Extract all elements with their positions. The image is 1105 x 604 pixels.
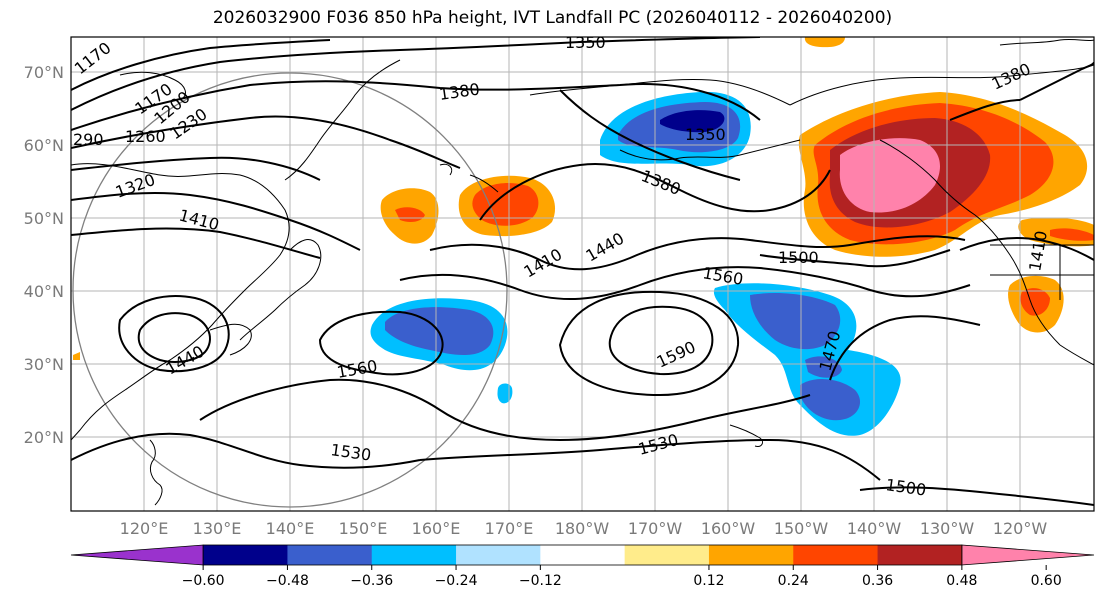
lat-label: 30°N bbox=[24, 355, 64, 374]
colorbar-tick-label: −0.12 bbox=[519, 573, 562, 589]
colorbar-tick-label: −0.60 bbox=[182, 573, 225, 589]
colorbar-bin bbox=[793, 545, 879, 565]
lon-label: 150°W bbox=[774, 519, 829, 538]
colorbar-tick-label: 0.12 bbox=[693, 573, 724, 589]
lat-label: 50°N bbox=[24, 209, 64, 228]
colorbar-bin bbox=[540, 545, 626, 565]
colorbar-bin bbox=[203, 545, 288, 565]
contour-label: 290 bbox=[73, 130, 104, 149]
figure-title: 2026032900 F036 850 hPa height, IVT Land… bbox=[212, 8, 893, 28]
colorbar-extend-min bbox=[70, 544, 204, 566]
lon-label: 180°W bbox=[555, 519, 610, 538]
range-ring bbox=[72, 72, 508, 508]
lon-label: 160°W bbox=[701, 519, 756, 538]
height-contours bbox=[71, 37, 1094, 506]
lon-label: 130°W bbox=[920, 519, 975, 538]
lon-label: 140°E bbox=[266, 519, 315, 538]
colorbar-tick-label: −0.36 bbox=[350, 573, 393, 589]
colorbar-bin bbox=[877, 545, 963, 565]
colorbar-bin bbox=[287, 545, 373, 565]
colorbar-tick-label: 0.48 bbox=[946, 573, 977, 589]
colorbar-bin bbox=[371, 545, 457, 565]
colorbar-bin bbox=[624, 545, 710, 565]
contour-label: 1350 bbox=[565, 33, 606, 52]
colorbar-bin bbox=[708, 545, 794, 565]
lon-label: 120°W bbox=[993, 519, 1048, 538]
colorbar-tick-label: 0.60 bbox=[1031, 573, 1062, 589]
lon-label: 140°W bbox=[847, 519, 902, 538]
colorbar-tick-label: −0.48 bbox=[266, 573, 309, 589]
contour-label: 1350 bbox=[685, 125, 726, 144]
longitude-labels: 120°E 130°E 140°E 150°E 160°E 170°E 180°… bbox=[120, 519, 1048, 538]
colorbar-extend-max bbox=[961, 544, 1095, 566]
lat-label: 70°N bbox=[24, 63, 64, 82]
lon-label: 120°E bbox=[120, 519, 169, 538]
lon-label: 130°E bbox=[193, 519, 242, 538]
graticule bbox=[71, 37, 1094, 511]
lat-label: 60°N bbox=[24, 136, 64, 155]
lon-label: 150°E bbox=[339, 519, 388, 538]
ivt-negative-shading bbox=[370, 91, 901, 436]
coastlines bbox=[71, 38, 1094, 506]
lat-label: 40°N bbox=[24, 282, 64, 301]
lon-label: 170°W bbox=[628, 519, 683, 538]
colorbar-tick-label: 0.24 bbox=[778, 573, 809, 589]
contour-label: 1260 bbox=[125, 127, 166, 146]
lon-label: 170°E bbox=[485, 519, 534, 538]
contour-label: 1500 bbox=[778, 248, 819, 267]
latitude-labels: 70°N 60°N 50°N 40°N 30°N 20°N bbox=[24, 63, 64, 447]
lat-label: 20°N bbox=[24, 428, 64, 447]
colorbar: −0.60 −0.48 −0.36 −0.24 −0.12 0.12 0.24 0.36 0.4… bbox=[70, 544, 1095, 589]
colorbar-tick-label: −0.24 bbox=[435, 573, 478, 589]
colorbar-bin bbox=[456, 545, 541, 565]
map-area: 1170 1170 1200 1230 1260 290 1320 1350 1… bbox=[71, 33, 1094, 511]
colorbar-outline bbox=[202, 544, 963, 566]
colorbar-tick-label: 0.36 bbox=[862, 573, 893, 589]
lon-label: 160°E bbox=[412, 519, 461, 538]
map-frame bbox=[70, 36, 1095, 512]
